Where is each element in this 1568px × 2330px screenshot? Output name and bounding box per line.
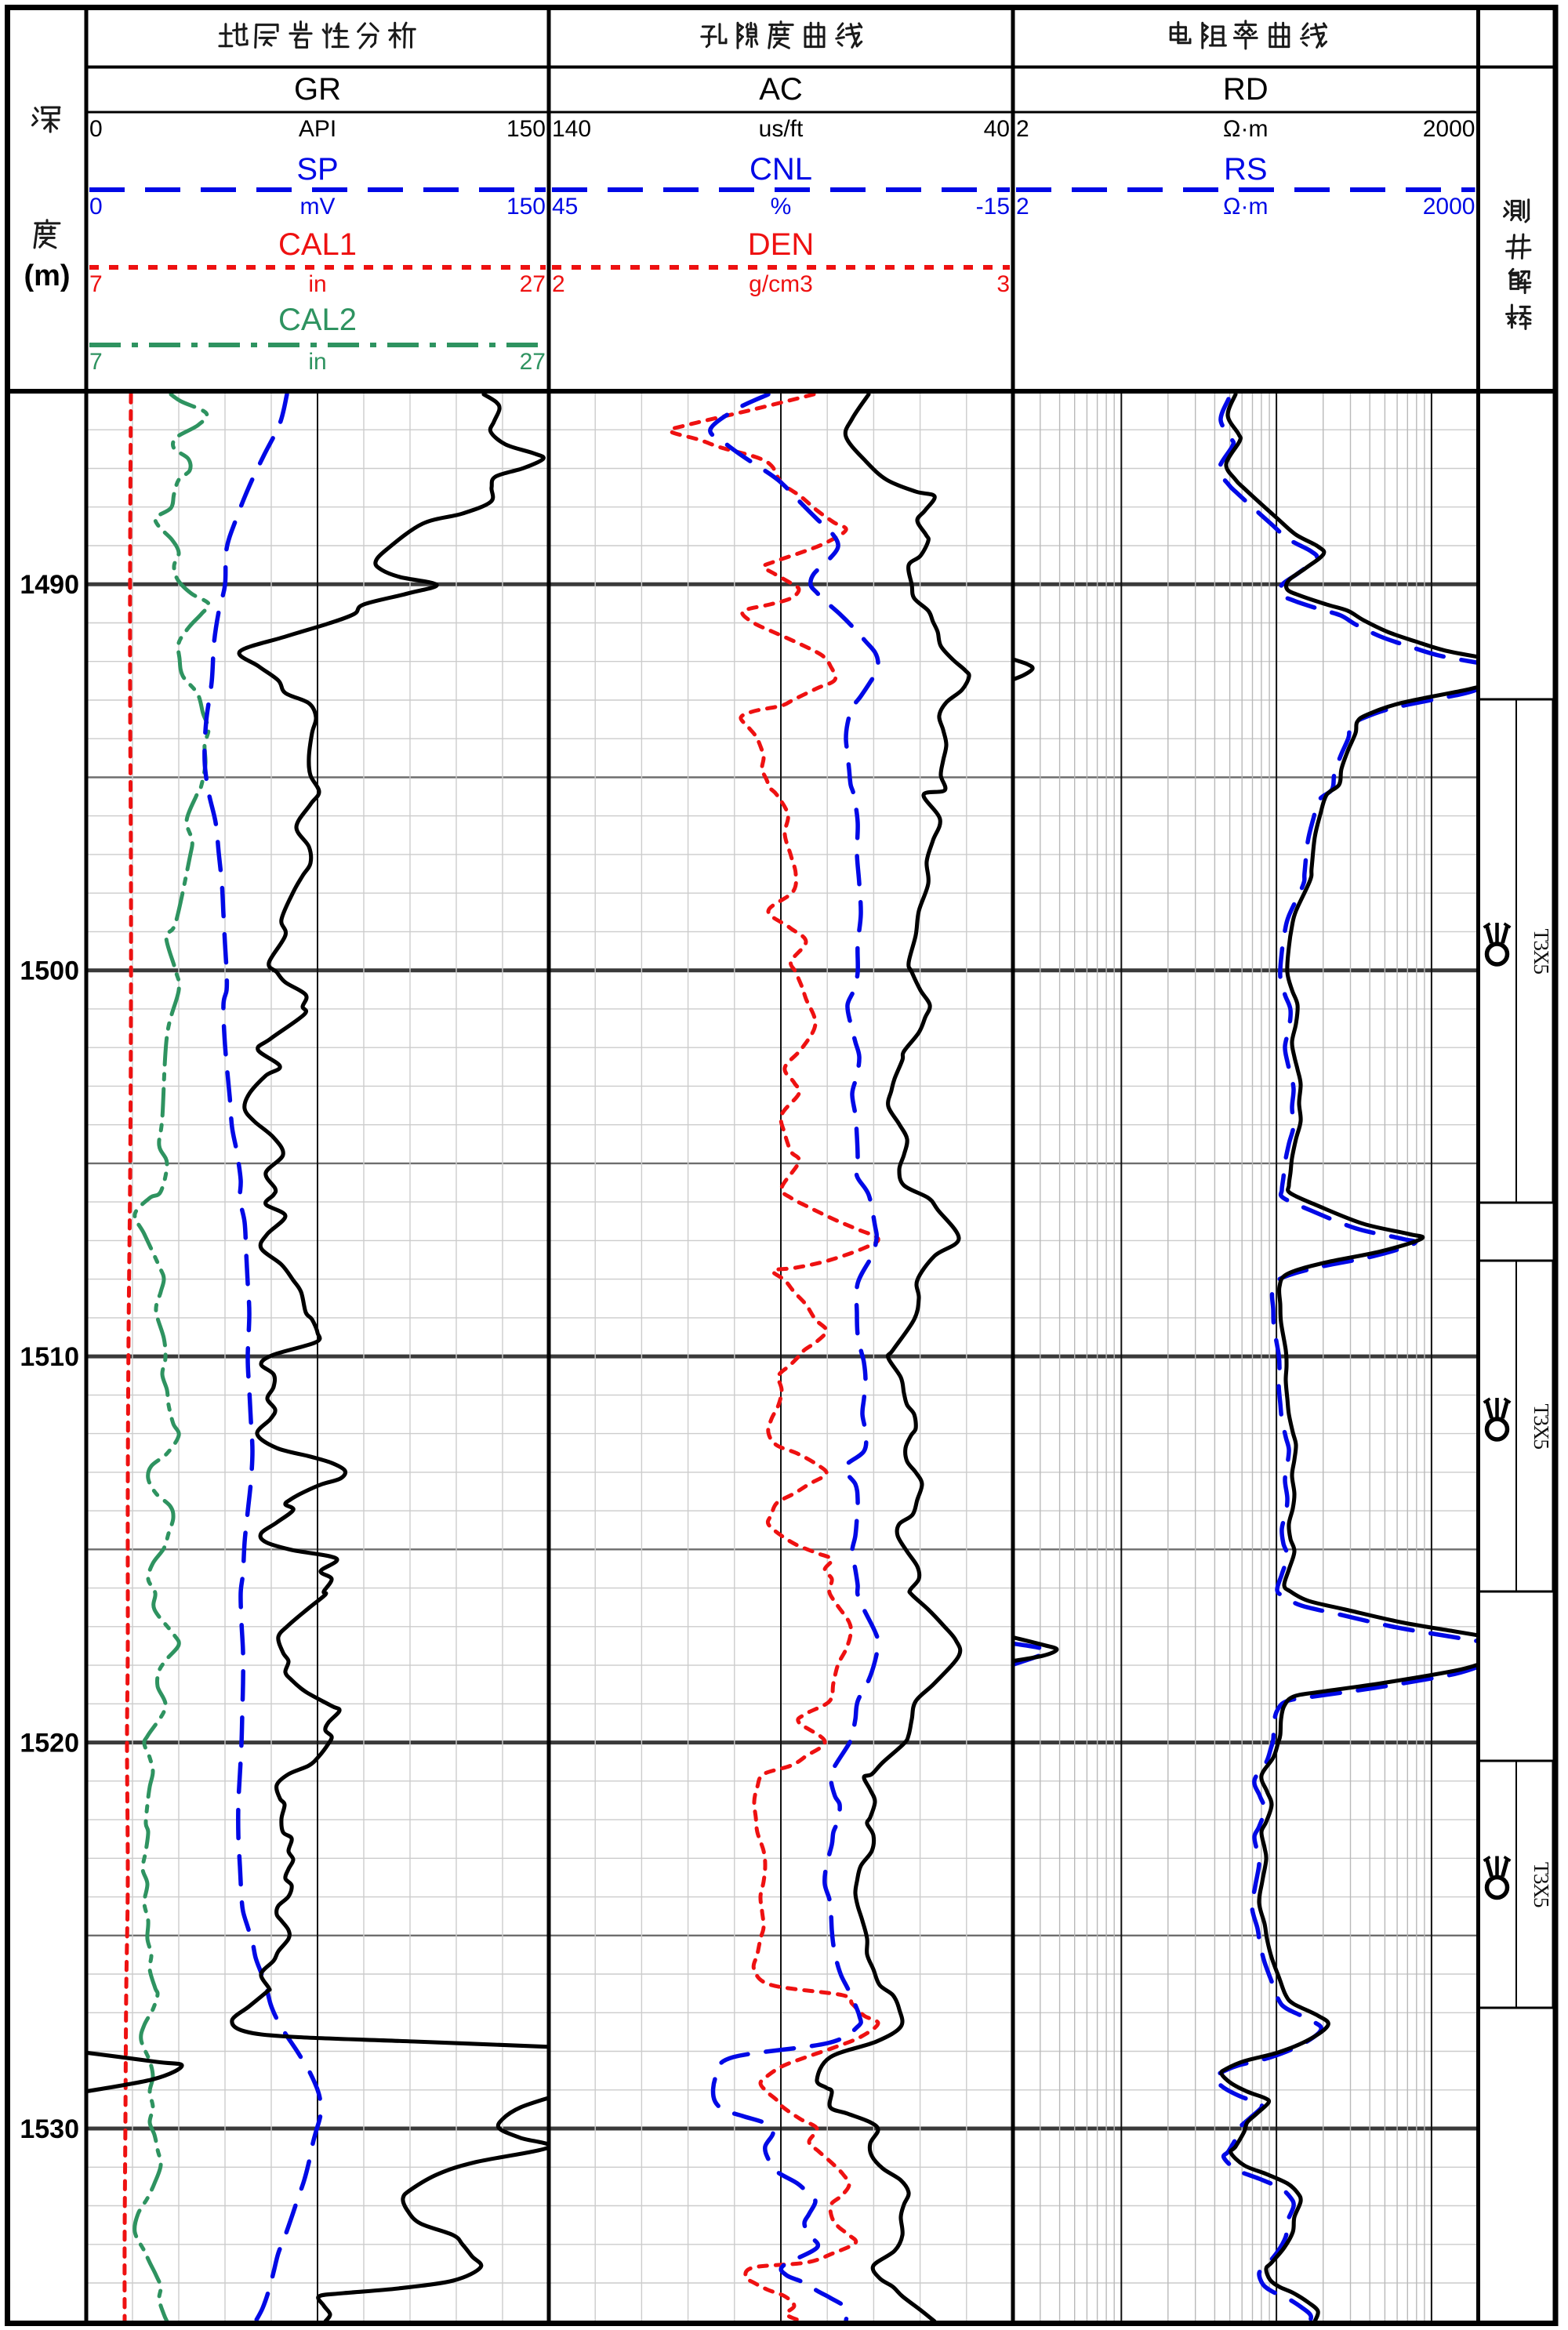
svg-text:1500: 1500 [20, 956, 79, 986]
svg-text:in: in [308, 271, 326, 297]
svg-text:in: in [308, 349, 326, 375]
svg-text:RD: RD [1223, 72, 1269, 107]
svg-text:7: 7 [89, 349, 103, 375]
svg-text:DEN: DEN [748, 227, 814, 262]
svg-text:27: 27 [520, 271, 546, 297]
svg-text:27: 27 [520, 349, 546, 375]
svg-text:2: 2 [1016, 194, 1029, 220]
svg-text:g/cm3: g/cm3 [749, 271, 813, 297]
svg-text:-15: -15 [976, 194, 1010, 220]
svg-text:140: 140 [552, 116, 591, 142]
svg-text:CAL1: CAL1 [278, 227, 357, 262]
svg-text:GR: GR [294, 72, 341, 107]
svg-text:AC: AC [759, 72, 803, 107]
svg-text:RS: RS [1224, 152, 1268, 187]
svg-text:API: API [299, 116, 336, 142]
svg-text:(m): (m) [24, 259, 70, 292]
svg-text:%: % [771, 194, 792, 220]
svg-text:0: 0 [89, 194, 103, 220]
svg-text:T3X5: T3X5 [1530, 1404, 1553, 1450]
svg-text:0: 0 [89, 116, 103, 142]
svg-text:1520: 1520 [20, 1729, 79, 1758]
svg-text:2000: 2000 [1423, 116, 1475, 142]
svg-text:40: 40 [984, 116, 1010, 142]
svg-text:SP: SP [296, 152, 338, 187]
svg-text:1490: 1490 [20, 570, 79, 600]
svg-text:CAL2: CAL2 [278, 303, 357, 337]
svg-text:150: 150 [506, 194, 546, 220]
svg-text:T3X5: T3X5 [1530, 929, 1553, 974]
svg-text:1510: 1510 [20, 1342, 79, 1372]
svg-text:2: 2 [552, 271, 565, 297]
svg-text:CNL: CNL [750, 152, 812, 187]
svg-text:1530: 1530 [20, 2114, 79, 2144]
svg-text:45: 45 [552, 194, 578, 220]
svg-text:2000: 2000 [1423, 194, 1475, 220]
svg-text:mV: mV [300, 194, 336, 220]
svg-text:3: 3 [996, 271, 1010, 297]
svg-text:Ω·m: Ω·m [1223, 116, 1268, 142]
svg-text:7: 7 [89, 271, 103, 297]
svg-text:T3X5: T3X5 [1530, 1862, 1553, 1907]
svg-text:Ω·m: Ω·m [1223, 194, 1268, 220]
svg-text:us/ft: us/ft [759, 116, 804, 142]
svg-text:150: 150 [506, 116, 546, 142]
svg-text:2: 2 [1016, 116, 1029, 142]
